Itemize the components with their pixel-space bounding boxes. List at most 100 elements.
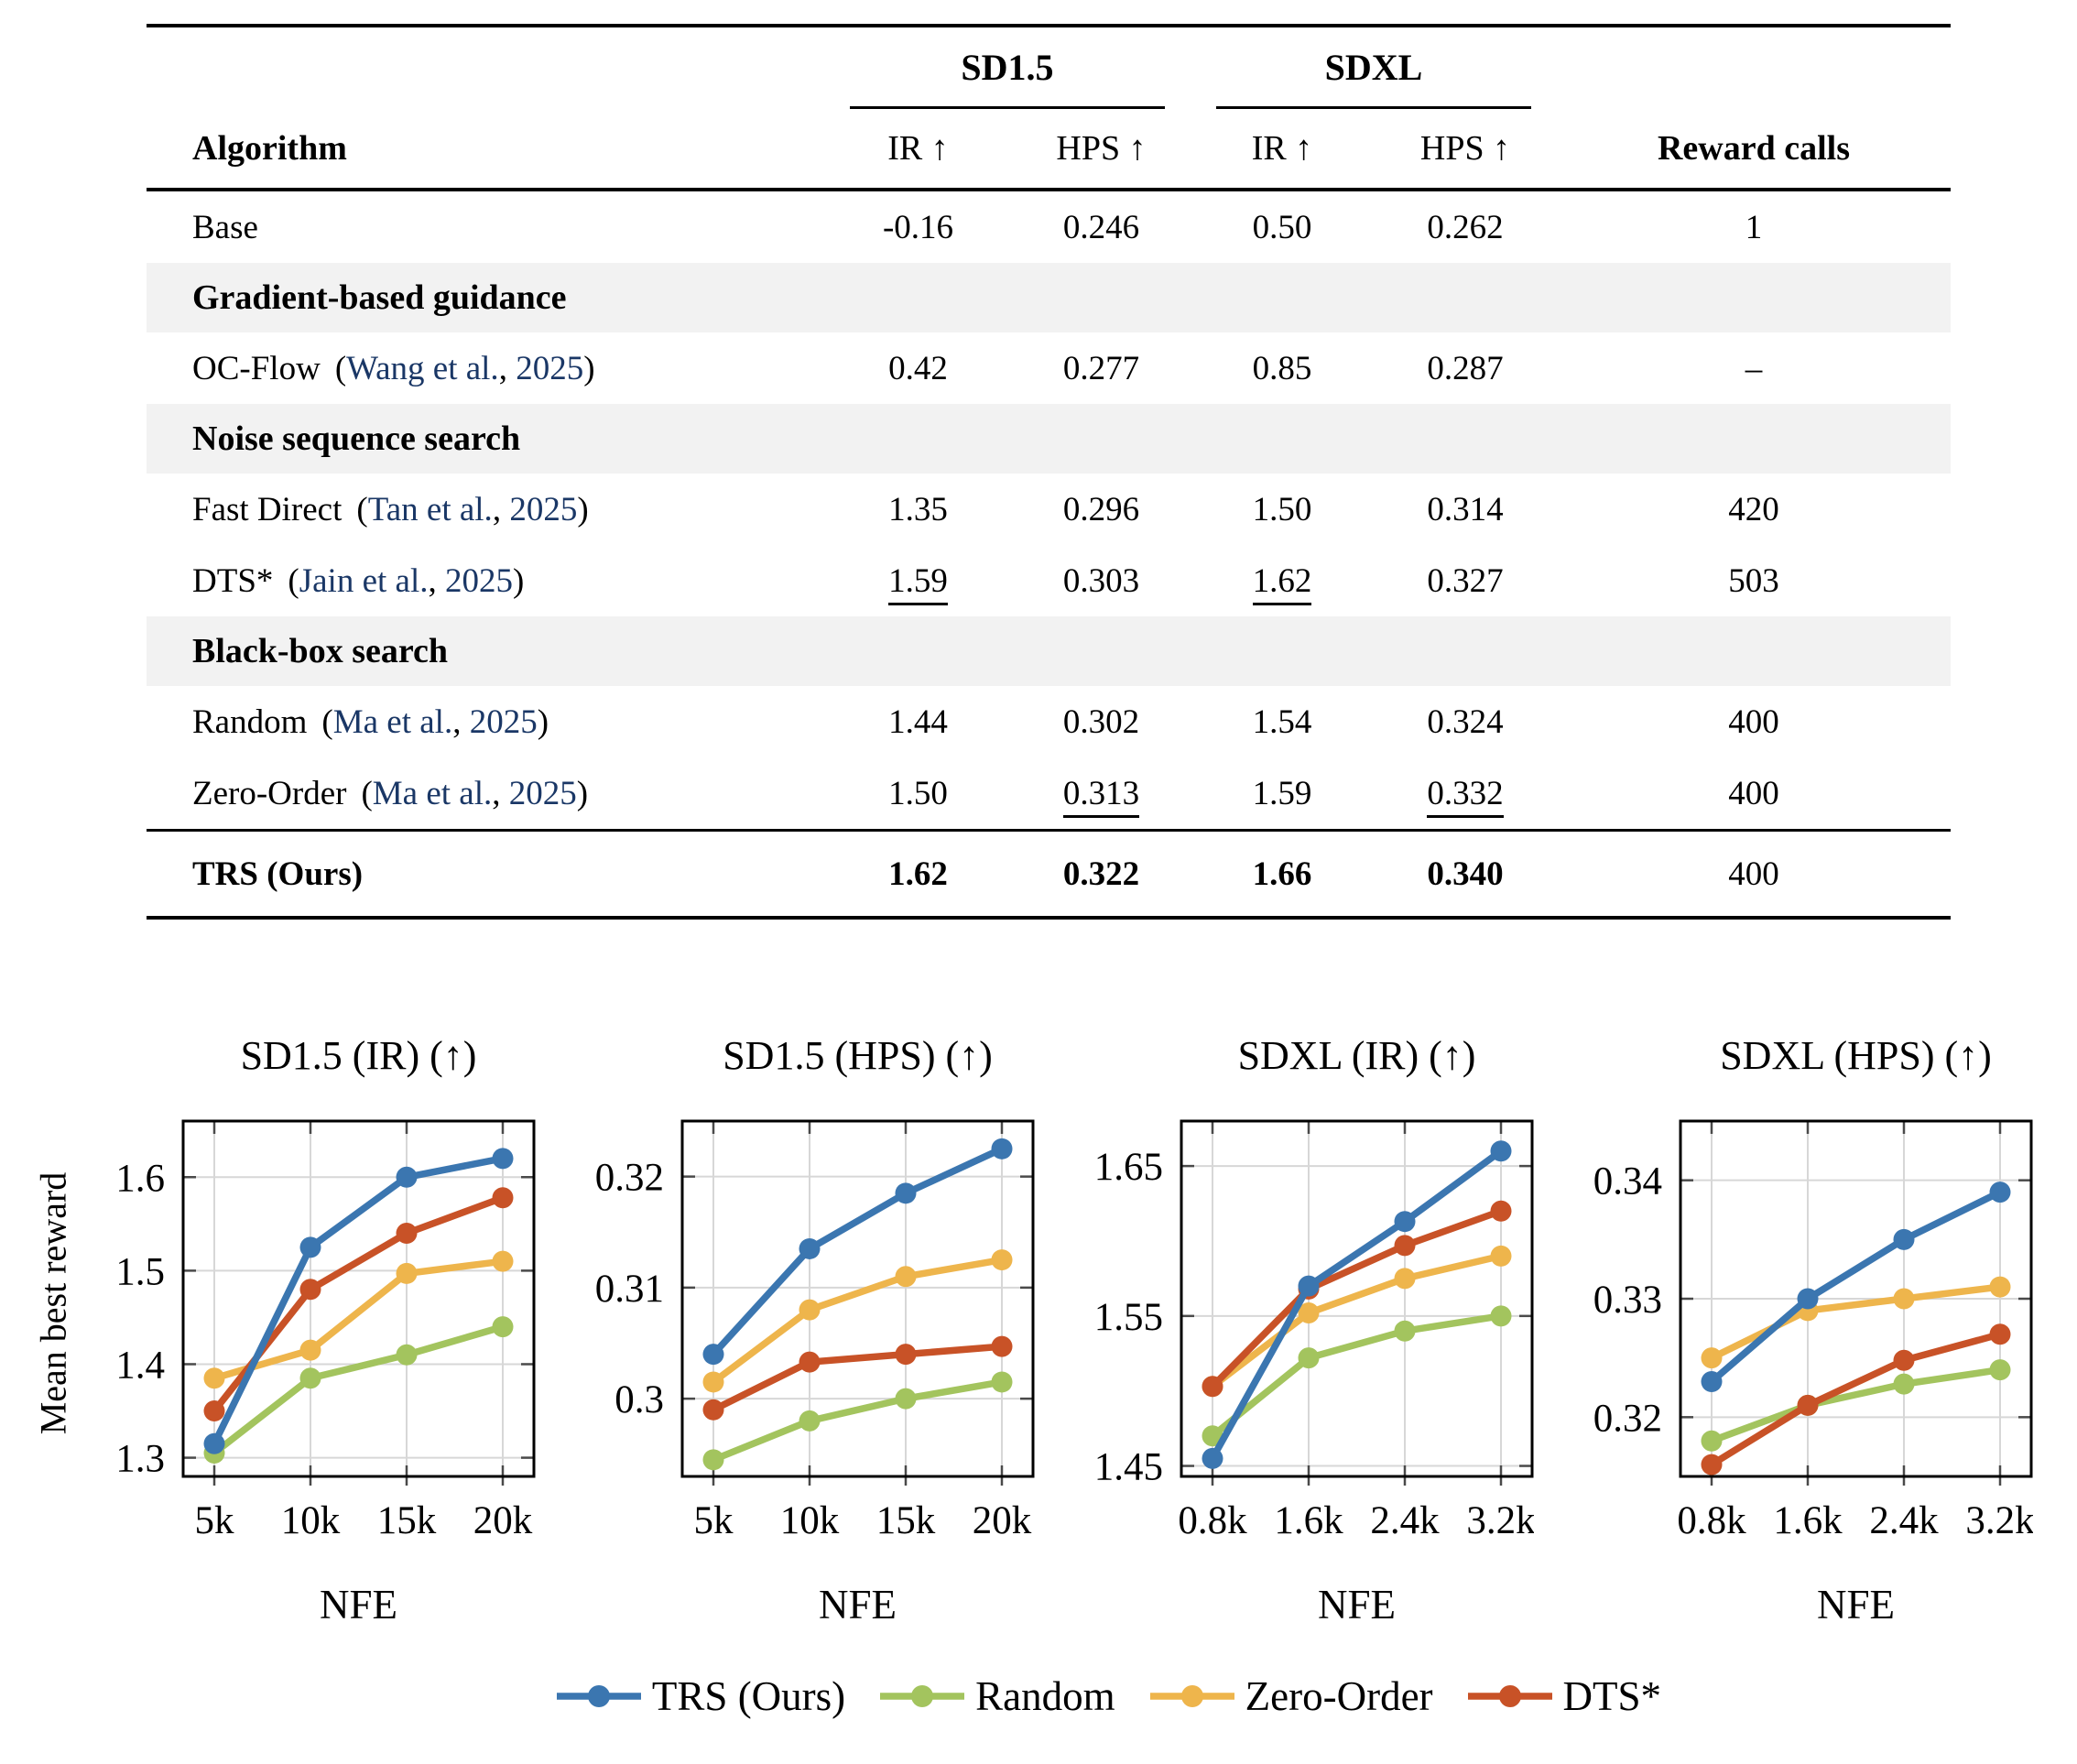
series-line-trs-ours-: [1708, 1188, 2004, 1386]
data-point: [1989, 1181, 2011, 1203]
reward-calls-cell: 400: [1728, 702, 1779, 741]
algorithm-name: TRS (Ours): [192, 855, 364, 893]
metric-value: 1.59: [1252, 774, 1312, 812]
metric-value-cell: 0.324: [1374, 702, 1557, 742]
data-point: [299, 1339, 321, 1361]
algorithm-name: Base: [192, 208, 258, 246]
series-line-dts-: [1708, 1331, 2004, 1468]
chart-block-1: SD1.5 (IR) (↑) 1.3 1.4 1.5 1.6 5k 10k 15k 20k NFE: [37, 1003, 536, 1644]
x-tick-label: 2.4k: [1869, 1499, 1939, 1542]
citation-year[interactable]: 2025: [469, 702, 538, 741]
data-point: [492, 1187, 514, 1209]
table-section-row: Gradient-based guidance: [147, 263, 1951, 332]
data-point: [895, 1344, 917, 1366]
y-tick-label: 0.32: [595, 1157, 664, 1200]
series-line-trs-ours-: [710, 1145, 1006, 1358]
data-point: [1298, 1275, 1320, 1297]
citation-year[interactable]: 2025: [509, 490, 578, 528]
metric-value-cell: 1.44: [824, 702, 1012, 742]
x-tick-label: 0.8k: [1677, 1499, 1746, 1542]
metric-value-cell: 0.322: [1012, 855, 1191, 894]
citation-year[interactable]: 2025: [508, 774, 577, 812]
data-point: [1701, 1430, 1723, 1452]
data-point: [991, 1335, 1013, 1357]
data-point: [299, 1279, 321, 1301]
metric-value-cell: 1.59: [824, 561, 1012, 605]
metric-value-cell: 0.314: [1374, 490, 1557, 529]
data-point: [203, 1432, 225, 1454]
chart-sdxl-ir-: SDXL (IR) (↑) 1.45 1.55 1.65 0.8k 1.6k 2.4k 3.2…: [1094, 1033, 1536, 1628]
data-point: [1797, 1394, 1819, 1416]
chart-title: SDXL (HPS) (↑): [1720, 1033, 1992, 1078]
table-section-row: Noise sequence search: [147, 404, 1951, 474]
x-tick-label: 0.8k: [1178, 1499, 1247, 1542]
x-tick-label: 3.2k: [1965, 1499, 2033, 1542]
citation-link[interactable]: (Jain et al., 2025): [288, 561, 525, 600]
metric-value: 1.59: [888, 561, 948, 605]
metric-value: 1.62: [888, 855, 948, 893]
citation-authors[interactable]: Ma et al.: [372, 774, 493, 812]
table-row: Random (Ma et al., 2025) 1.44 0.302 1.54 0.32…: [147, 686, 1951, 757]
metric-value-cell: 0.287: [1374, 349, 1557, 388]
data-point: [799, 1351, 821, 1373]
series-line-zero-order: [710, 1256, 1006, 1386]
table-row: Zero-Order (Ma et al., 2025) 1.50 0.313 1.59…: [147, 757, 1951, 829]
legend-item-zero-order: Zero-Order: [1147, 1672, 1433, 1720]
data-point: [991, 1249, 1013, 1271]
chart-block-3: SDXL (IR) (↑) 1.45 1.55 1.65 0.8k 1.6k 2.4k 3.2…: [1035, 1003, 1536, 1644]
algorithm-cell: OC-Flow (Wang et al., 2025): [147, 349, 824, 388]
citation-link[interactable]: (Ma et al., 2025): [321, 702, 549, 741]
y-tick-label: 1.3: [115, 1438, 165, 1481]
citation-year[interactable]: 2025: [516, 349, 584, 387]
results-table: SD1.5 SDXL Algorithm IR ↑ HPS ↑ IR ↑ HPS ↑ Rewa…: [147, 24, 1951, 920]
table-row: DTS* (Jain et al., 2025) 1.59 0.303 1.62 0.32…: [147, 545, 1951, 616]
legend-label: TRS (Ours): [651, 1673, 846, 1719]
chart-title: SDXL (IR) (↑): [1238, 1033, 1476, 1078]
citation-link[interactable]: (Tan et al., 2025): [356, 490, 589, 528]
series-line-zero-order: [1209, 1252, 1505, 1390]
algorithm-name: DTS*: [192, 561, 274, 600]
data-point: [396, 1223, 418, 1245]
data-point: [1490, 1200, 1512, 1222]
metric-value: -0.16: [882, 208, 954, 246]
x-axis-label: NFE: [1817, 1582, 1895, 1628]
algorithm-cell: TRS (Ours): [147, 855, 824, 894]
table-rule: [147, 916, 1951, 920]
chart-block-2: SD1.5 (HPS) (↑) 0.3 0.31 0.32 5k 10k 15k 20k NFE: [536, 1003, 1035, 1644]
data-point: [1701, 1371, 1723, 1393]
citation-link[interactable]: (Wang et al., 2025): [334, 349, 595, 387]
data-point: [1394, 1235, 1416, 1257]
citation-authors[interactable]: Ma et al.: [332, 702, 453, 741]
citation-authors[interactable]: Jain et al.: [299, 561, 429, 600]
reward-calls-cell: 420: [1728, 490, 1779, 528]
metric-value-cell: 0.246: [1012, 208, 1191, 247]
data-point: [1202, 1425, 1223, 1447]
x-tick-label: 1.6k: [1773, 1499, 1843, 1542]
series-line-random: [211, 1323, 506, 1457]
data-point: [1701, 1454, 1723, 1475]
algorithm-cell: Zero-Order (Ma et al., 2025): [147, 774, 824, 813]
legend-marker: [880, 1685, 965, 1707]
data-point: [396, 1262, 418, 1284]
data-point: [1394, 1268, 1416, 1290]
metric-value-cell: 1.59: [1191, 774, 1374, 813]
citation-link[interactable]: (Ma et al., 2025): [361, 774, 589, 812]
y-tick-label: 0.34: [1593, 1160, 1662, 1203]
metric-value: 0.303: [1062, 561, 1140, 600]
citation-authors[interactable]: Wang et al.: [346, 349, 499, 387]
citation-year[interactable]: 2025: [445, 561, 513, 600]
metric-value-cell: 0.296: [1012, 490, 1191, 529]
data-point: [492, 1250, 514, 1272]
table-row: Base -0.16 0.246 0.50 0.262 1: [147, 191, 1951, 263]
data-point: [895, 1388, 917, 1410]
x-tick-label: 15k: [876, 1499, 936, 1542]
metric-value-cell: 1.62: [1191, 561, 1374, 605]
table-section-row: Black-box search: [147, 616, 1951, 686]
metric-value-cell: 1.66: [1191, 855, 1374, 894]
data-point: [203, 1367, 225, 1389]
legend-marker: [1149, 1685, 1234, 1707]
metric-value: 0.340: [1427, 855, 1504, 893]
citation-authors[interactable]: Tan et al.: [367, 490, 493, 528]
series-line-dts-: [710, 1343, 1006, 1413]
metric-value: 0.296: [1062, 490, 1140, 528]
